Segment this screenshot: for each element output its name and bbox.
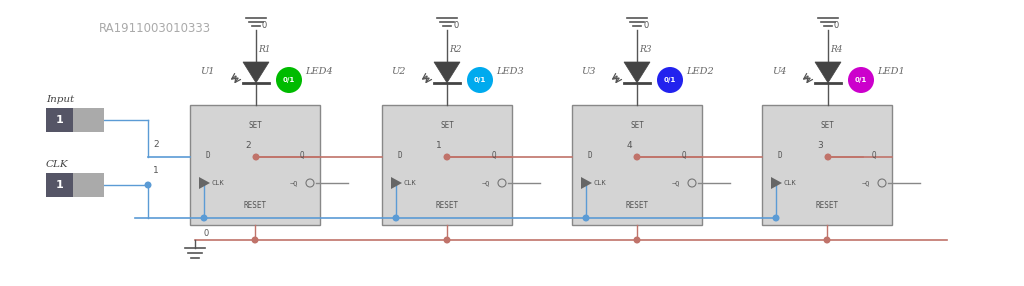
- Text: U4: U4: [772, 67, 787, 76]
- Bar: [46, 173, 73, 197]
- Text: 2: 2: [153, 140, 159, 149]
- Text: 0/1: 0/1: [855, 77, 867, 83]
- Bar: [762, 105, 892, 225]
- Bar: [73, 108, 104, 132]
- Polygon shape: [391, 177, 402, 189]
- Polygon shape: [624, 62, 650, 83]
- Text: CLK: CLK: [46, 160, 69, 169]
- Text: 3: 3: [817, 141, 823, 150]
- Text: Q: Q: [492, 150, 497, 160]
- Text: D: D: [397, 150, 402, 160]
- Circle shape: [823, 237, 830, 243]
- Text: 0: 0: [834, 21, 840, 31]
- Circle shape: [657, 67, 683, 93]
- Text: RESET: RESET: [244, 200, 266, 210]
- Polygon shape: [815, 62, 841, 83]
- Text: R1: R1: [258, 45, 270, 54]
- Text: RA1911003010333: RA1911003010333: [99, 21, 211, 35]
- Text: LED2: LED2: [686, 67, 714, 76]
- Circle shape: [201, 214, 208, 221]
- Polygon shape: [581, 177, 592, 189]
- Text: CLK: CLK: [212, 180, 224, 186]
- Circle shape: [443, 154, 451, 160]
- Circle shape: [306, 179, 314, 187]
- Text: SET: SET: [440, 120, 454, 130]
- Text: ~Q: ~Q: [672, 180, 681, 186]
- Text: 1: 1: [55, 180, 63, 190]
- Circle shape: [772, 214, 779, 221]
- Circle shape: [583, 214, 590, 221]
- Bar: [572, 105, 702, 225]
- Text: LED4: LED4: [305, 67, 333, 76]
- Text: Q: Q: [871, 150, 877, 160]
- Text: ~Q: ~Q: [482, 180, 490, 186]
- Circle shape: [688, 179, 696, 187]
- Circle shape: [392, 214, 399, 221]
- Text: RESET: RESET: [815, 200, 839, 210]
- Text: CLK: CLK: [784, 180, 797, 186]
- Circle shape: [848, 67, 874, 93]
- Text: U1: U1: [201, 67, 215, 76]
- Text: 2: 2: [245, 141, 251, 150]
- Bar: [190, 105, 319, 225]
- Text: R4: R4: [830, 45, 843, 54]
- Text: RESET: RESET: [626, 200, 648, 210]
- Text: U2: U2: [391, 67, 406, 76]
- Text: LED1: LED1: [877, 67, 905, 76]
- Circle shape: [144, 182, 152, 188]
- Polygon shape: [771, 177, 782, 189]
- Text: RESET: RESET: [435, 200, 459, 210]
- Text: 0: 0: [262, 21, 267, 31]
- Text: R2: R2: [449, 45, 462, 54]
- Text: ~Q: ~Q: [290, 180, 299, 186]
- Circle shape: [634, 154, 640, 160]
- Text: 0: 0: [643, 21, 648, 31]
- Text: 4: 4: [627, 141, 632, 150]
- Circle shape: [634, 237, 640, 243]
- Circle shape: [443, 237, 451, 243]
- Text: 0/1: 0/1: [474, 77, 486, 83]
- Text: SET: SET: [630, 120, 644, 130]
- Text: SET: SET: [820, 120, 834, 130]
- Text: D: D: [588, 150, 592, 160]
- Bar: [382, 105, 512, 225]
- Polygon shape: [434, 62, 460, 83]
- Text: Input: Input: [46, 95, 74, 104]
- Text: CLK: CLK: [404, 180, 417, 186]
- Circle shape: [252, 237, 258, 243]
- Text: 0: 0: [453, 21, 459, 31]
- Text: 0/1: 0/1: [283, 77, 295, 83]
- Text: 1: 1: [436, 141, 442, 150]
- Text: Q: Q: [300, 150, 304, 160]
- Text: LED3: LED3: [496, 67, 523, 76]
- Bar: [73, 173, 104, 197]
- Polygon shape: [199, 177, 210, 189]
- Text: U3: U3: [582, 67, 596, 76]
- Text: SET: SET: [248, 120, 262, 130]
- Circle shape: [878, 179, 886, 187]
- Text: 1: 1: [55, 115, 63, 125]
- Circle shape: [824, 154, 831, 160]
- Text: R3: R3: [639, 45, 651, 54]
- Text: D: D: [777, 150, 782, 160]
- Text: Q: Q: [682, 150, 686, 160]
- Circle shape: [498, 179, 506, 187]
- Circle shape: [253, 154, 259, 160]
- Text: 1: 1: [153, 166, 159, 175]
- Bar: [46, 108, 73, 132]
- Circle shape: [467, 67, 493, 93]
- Text: ~Q: ~Q: [862, 180, 870, 186]
- Polygon shape: [243, 62, 269, 83]
- Text: CLK: CLK: [594, 180, 607, 186]
- Text: 0/1: 0/1: [664, 77, 676, 83]
- Text: 0: 0: [203, 229, 208, 237]
- Text: D: D: [206, 150, 210, 160]
- Circle shape: [276, 67, 302, 93]
